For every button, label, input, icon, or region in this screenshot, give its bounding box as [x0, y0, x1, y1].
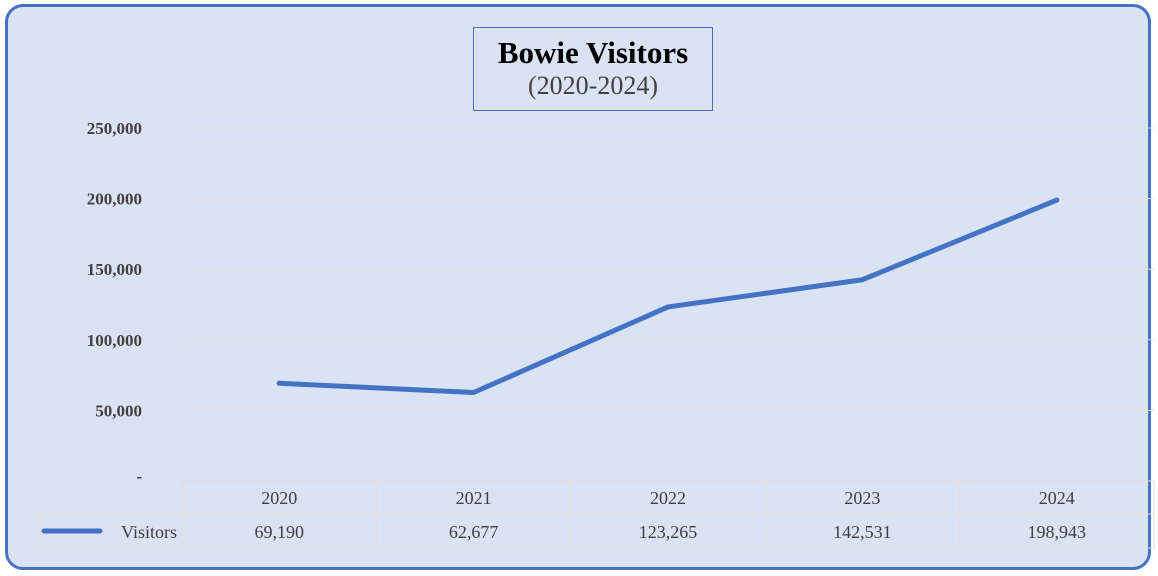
y-tick-label: 200,000	[87, 190, 142, 209]
data-point	[471, 390, 477, 396]
series-line-visitors	[276, 197, 1060, 396]
y-tick-label: -	[136, 467, 142, 486]
data-point	[859, 277, 865, 283]
data-point	[665, 304, 671, 310]
y-tick-label: 150,000	[87, 260, 142, 279]
x-tick-label: 2020	[261, 488, 297, 508]
chart-subtitle: (2020-2024)	[528, 71, 658, 100]
data-table-value: 123,265	[639, 522, 698, 542]
x-tick-label: 2023	[844, 488, 880, 508]
x-tick-label: 2022	[650, 488, 686, 508]
y-tick-label: 250,000	[87, 119, 142, 138]
chart-title: Bowie Visitors	[497, 35, 689, 70]
x-tick-label: 2024	[1039, 488, 1075, 508]
data-point	[1054, 197, 1060, 203]
data-table-value: 62,677	[449, 522, 499, 542]
data-table-value: 198,943	[1028, 522, 1087, 542]
data-point	[276, 380, 282, 386]
y-tick-label: 50,000	[95, 401, 142, 420]
chart-title-box: Bowie Visitors (2020-2024)	[473, 27, 713, 111]
x-tick-label: 2021	[456, 488, 492, 508]
y-tick-label: 100,000	[87, 331, 142, 350]
data-table-value: 142,531	[833, 522, 892, 542]
data-table-value: 69,190	[254, 522, 304, 542]
chart-frame: Bowie Visitors (2020-2024)	[5, 4, 1151, 570]
legend-label: Visitors	[121, 522, 177, 542]
